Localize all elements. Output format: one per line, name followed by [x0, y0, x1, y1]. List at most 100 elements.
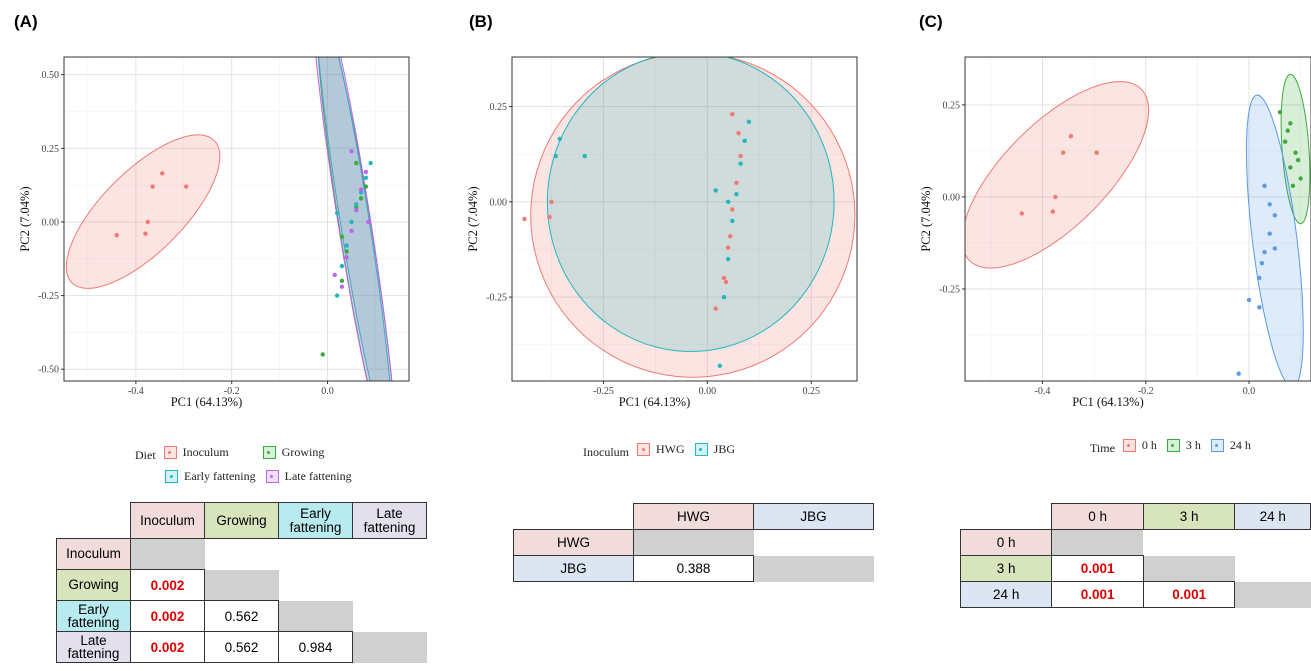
legend-key [163, 446, 177, 459]
table-diagonal-cell [204, 569, 279, 601]
table-row: Late fattening 0.002 0.562 0.984 [56, 631, 427, 663]
table-diagonal-cell [1051, 529, 1144, 556]
plot-frame [964, 56, 1311, 382]
data-point [344, 255, 349, 260]
data-point [1262, 183, 1267, 189]
pca-chart-diet: -0.4 -0.2 0.0 -0.50 -0.25 0.00 0.25 0.50 PC1 (64… [18, 56, 410, 409]
table-row-header: Inoculum [56, 538, 131, 570]
legend-entry: 3 h [1166, 438, 1201, 453]
table-corner [57, 503, 131, 539]
data-point [725, 199, 731, 205]
table-cell [1143, 530, 1235, 556]
data-point [725, 256, 731, 262]
plot-background [965, 57, 1311, 381]
table-column-header: Inoculum [130, 502, 205, 539]
legend-label: 3 h [1185, 438, 1201, 452]
data-point [728, 233, 733, 239]
data-point [725, 245, 731, 250]
data-point [1267, 202, 1272, 207]
data-point [114, 233, 119, 238]
data-point [1288, 121, 1293, 126]
data-point [1262, 249, 1267, 255]
legend-entry: Growing [262, 445, 325, 460]
data-point [721, 294, 727, 300]
table-cell [1235, 556, 1311, 582]
data-point [344, 243, 349, 248]
pca-chart-time: -0.4 -0.2 0.0 -0.25 0.00 0.25 PC1 (64.13%) PC2 … [919, 56, 1311, 409]
panel-b: (B) -0.25 0.00 0.25 -0.25 0.00 0.25 PC1 (64.13… [455, 0, 875, 671]
data-point [1295, 157, 1301, 163]
data-point [1298, 176, 1303, 181]
data-point [339, 234, 345, 239]
data-point [1236, 371, 1241, 376]
legend-label: Growing [281, 445, 325, 459]
table-row-header: 0 h [959, 529, 1053, 556]
data-point [145, 219, 151, 225]
data-point [582, 153, 587, 159]
x-axis-label: PC1 (64.13%) [1072, 395, 1144, 409]
x-tick-label: -0.4 [128, 386, 144, 397]
data-point [738, 161, 743, 166]
legend-key [637, 443, 650, 456]
data-point [349, 149, 354, 154]
data-point [366, 219, 371, 225]
table-cell [1235, 530, 1311, 556]
legend-time: Time 0 h 3 h 24 h [1090, 438, 1310, 456]
table-cell: 0.001 [1051, 581, 1144, 608]
data-point [349, 219, 354, 225]
table-row: HWG [513, 529, 874, 556]
data-point [1246, 297, 1252, 303]
data-point [363, 175, 369, 180]
legend-label: Late fattening [284, 469, 352, 483]
x-tick-label: 0.0 [1243, 386, 1256, 397]
legend-label: Early fattening [184, 469, 256, 483]
legend-key [1166, 439, 1180, 452]
data-point [723, 279, 729, 285]
data-point [143, 231, 148, 236]
table-column-header: 3 h [1142, 503, 1236, 530]
panel-letter: (C) [919, 12, 943, 31]
y-tick-label: -0.25 [939, 284, 960, 295]
data-point [713, 306, 718, 311]
table-cell: 0.984 [278, 631, 353, 663]
data-point [1282, 139, 1288, 144]
panel-letter: (B) [469, 12, 493, 31]
data-point [738, 153, 743, 159]
table-cell [279, 570, 353, 601]
legend-title: Inoculum [583, 445, 629, 459]
data-point [1272, 246, 1278, 251]
plot-area [522, 57, 856, 378]
data-point [334, 293, 340, 298]
y-axis-label: PC2 (7.04%) [919, 186, 933, 251]
table-diagonal-cell [1143, 555, 1235, 582]
y-tick-label: 0.00 [42, 217, 60, 228]
data-point [1277, 110, 1283, 115]
confidence-ellipse [965, 81, 1150, 269]
table-column-header: Early fattening [278, 502, 353, 539]
data-point [1259, 260, 1265, 266]
data-point [320, 352, 325, 357]
data-point [358, 187, 364, 192]
table-cell [353, 539, 427, 570]
legend-inoculum: Inoculum HWG JBG [583, 442, 873, 460]
data-point [1019, 211, 1025, 216]
data-point [160, 171, 165, 176]
legend-entry: Early fattening [165, 469, 256, 484]
table-cell: 0.562 [204, 600, 279, 632]
pca-chart-inoculum: -0.25 0.00 0.25 -0.25 0.00 0.25 PC1 (64.13%) PC… [466, 56, 858, 409]
table-cell [279, 539, 353, 570]
legend-entry: Late fattening [265, 469, 352, 484]
table-cell: 0.001 [1142, 581, 1236, 608]
table-corner [961, 504, 1052, 530]
table-cell: 0.388 [633, 555, 754, 582]
data-point [344, 249, 349, 254]
y-axis-label: PC2 (7.04%) [466, 186, 480, 251]
y-tick-label: 0.25 [42, 144, 60, 155]
legend-key [1210, 439, 1224, 452]
table-row-header: HWG [513, 529, 634, 556]
x-tick-label: 0.0 [321, 386, 334, 397]
x-axis-label: PC1 (64.13%) [619, 395, 691, 409]
data-point [1068, 133, 1074, 139]
legend-label: HWG [656, 442, 685, 456]
